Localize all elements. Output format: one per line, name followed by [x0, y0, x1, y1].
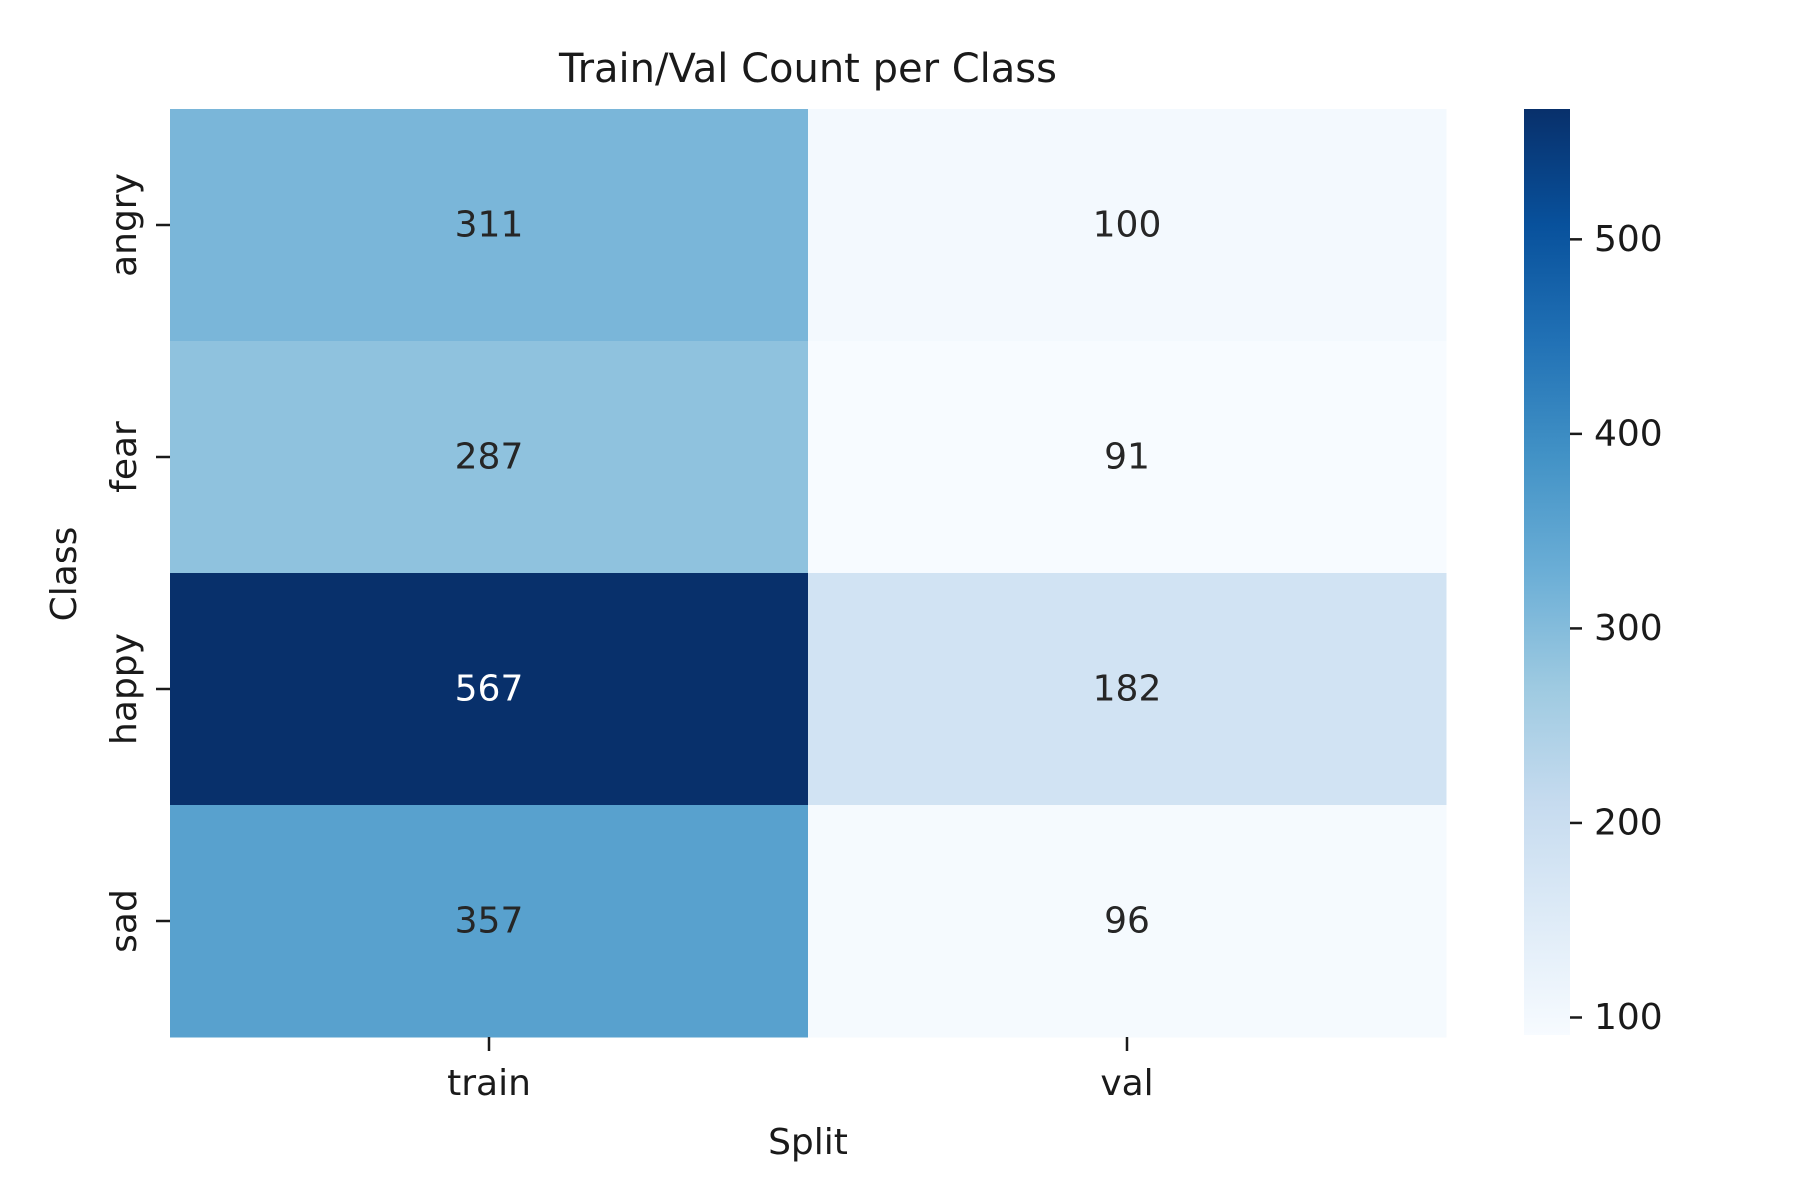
heatmap-cell-happy-train: [170, 573, 809, 806]
heatmap-cell-sad-train: [170, 805, 809, 1038]
colorbar-tick-label-200: 200: [1594, 802, 1663, 843]
colorbar-ticks: 100 200 300 400 500: [1570, 219, 1663, 1038]
heatmap-cell-angry-val: [808, 109, 1447, 342]
chart-title: Train/Val Count per Class: [558, 46, 1057, 92]
y-tick-label-sad: sad: [104, 889, 145, 953]
heatmap-cell-happy-val: [808, 573, 1447, 806]
colorbar-tick-label-500: 500: [1594, 219, 1663, 260]
x-axis-title: Split: [768, 1122, 848, 1163]
cell-value-fear-val: 91: [1104, 437, 1150, 478]
y-axis: angry fear happy sad: [104, 173, 170, 953]
y-tick-label-angry: angry: [104, 173, 145, 277]
cell-value-sad-val: 96: [1104, 901, 1150, 942]
y-tick-label-fear: fear: [104, 421, 145, 493]
y-axis-title: Class: [44, 527, 85, 622]
y-tick-label-happy: happy: [104, 633, 145, 745]
heatmap-cell-sad-val: [808, 805, 1447, 1038]
colorbar-tick-label-100: 100: [1594, 997, 1663, 1038]
heatmap-cell-angry-train: [170, 109, 809, 342]
colorbar-tick-label-400: 400: [1594, 413, 1663, 454]
cell-value-sad-train: 357: [455, 901, 524, 942]
colorbar-tick-label-300: 300: [1594, 608, 1663, 649]
x-tick-label-train: train: [447, 1063, 531, 1104]
x-tick-label-val: val: [1100, 1063, 1153, 1104]
colorbar: [1524, 109, 1570, 1035]
cell-value-fear-train: 287: [455, 437, 524, 478]
cell-value-angry-val: 100: [1093, 205, 1162, 246]
heatmap-cell-fear-train: [170, 341, 809, 574]
heatmap-cell-fear-val: [808, 341, 1447, 574]
x-axis: train val: [447, 1037, 1154, 1104]
cell-value-happy-train: 567: [455, 669, 524, 710]
cell-value-happy-val: 182: [1093, 669, 1162, 710]
cell-value-angry-train: 311: [455, 205, 524, 246]
heatmap-cells: [170, 109, 1447, 1038]
cell-value-labels: 311 100 287 91 567 182 357 96: [455, 205, 1162, 942]
